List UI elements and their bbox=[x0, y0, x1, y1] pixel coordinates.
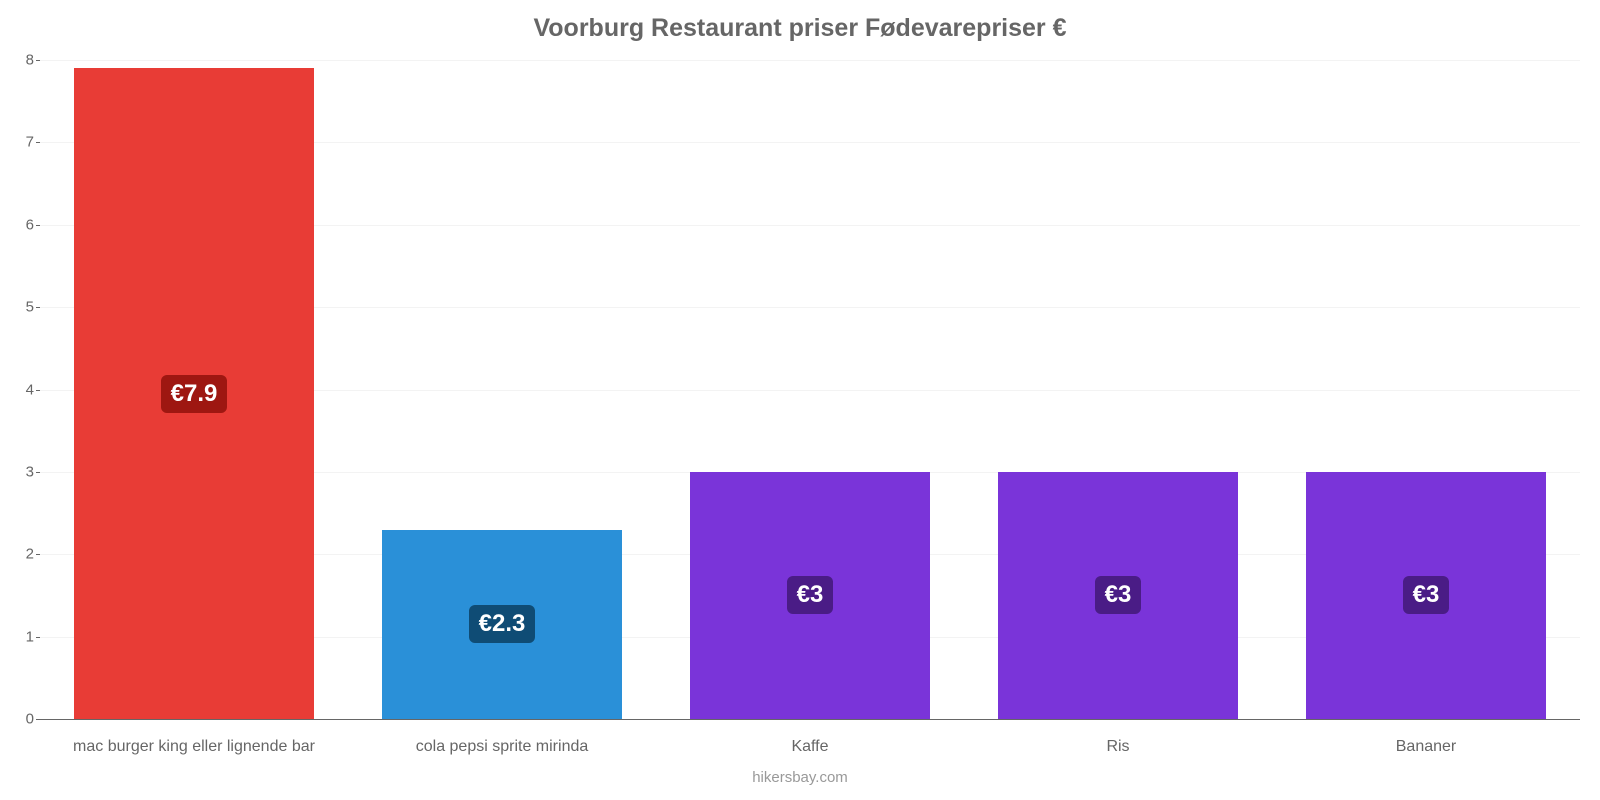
value-badge: €3 bbox=[1403, 576, 1450, 614]
chart-credit: hikersbay.com bbox=[0, 769, 1600, 786]
x-axis-label: Bananer bbox=[1272, 730, 1580, 756]
y-tick-label: 7 bbox=[10, 134, 34, 151]
bar: €7.9 bbox=[74, 68, 314, 719]
x-axis-label: Ris bbox=[964, 730, 1272, 756]
value-badge: €2.3 bbox=[469, 605, 536, 643]
bar: €3 bbox=[1306, 472, 1546, 719]
y-tick-label: 3 bbox=[10, 463, 34, 480]
y-tick-label: 5 bbox=[10, 299, 34, 316]
y-tick-label: 6 bbox=[10, 216, 34, 233]
bar-slot: €3 bbox=[964, 60, 1272, 719]
x-axis-label: Kaffe bbox=[656, 730, 964, 756]
bar: €2.3 bbox=[382, 530, 622, 719]
price-chart: Voorburg Restaurant priser Fødevareprise… bbox=[0, 0, 1600, 800]
bars-container: €7.9 €2.3 €3 €3 €3 bbox=[40, 60, 1580, 719]
y-tick-label: 4 bbox=[10, 381, 34, 398]
y-tick-label: 2 bbox=[10, 546, 34, 563]
chart-title: Voorburg Restaurant priser Fødevareprise… bbox=[0, 0, 1600, 43]
bar-slot: €3 bbox=[1272, 60, 1580, 719]
bar-slot: €2.3 bbox=[348, 60, 656, 719]
plot-area: 012345678 €7.9€2.3€3€3€3 bbox=[40, 60, 1580, 720]
y-tick-label: 0 bbox=[10, 711, 34, 728]
value-badge: €3 bbox=[787, 576, 834, 614]
bar: €3 bbox=[690, 472, 930, 719]
bar-slot: €7.9 bbox=[40, 60, 348, 719]
y-tick bbox=[36, 719, 40, 720]
x-axis-labels: mac burger king eller lignende barcola p… bbox=[40, 730, 1580, 756]
x-axis-label: mac burger king eller lignende bar bbox=[40, 730, 348, 756]
value-badge: €3 bbox=[1095, 576, 1142, 614]
y-tick-label: 8 bbox=[10, 52, 34, 69]
value-badge: €7.9 bbox=[161, 375, 228, 413]
bar-slot: €3 bbox=[656, 60, 964, 719]
bar: €3 bbox=[998, 472, 1238, 719]
y-tick-label: 1 bbox=[10, 628, 34, 645]
x-axis-label: cola pepsi sprite mirinda bbox=[348, 730, 656, 756]
